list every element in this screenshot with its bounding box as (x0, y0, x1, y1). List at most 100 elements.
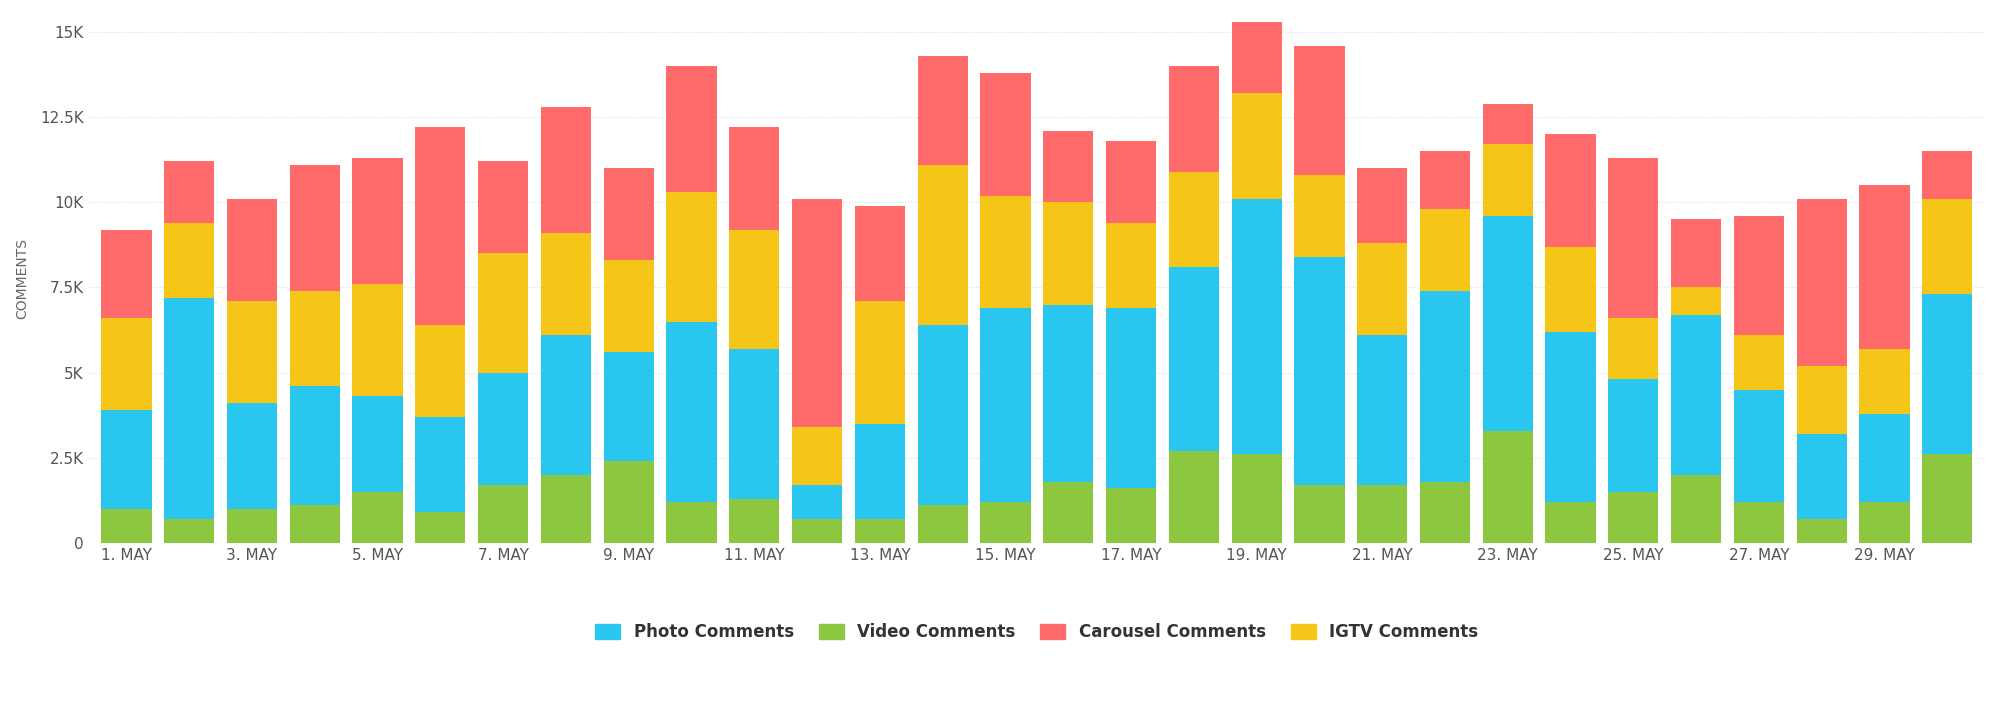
Legend: Photo Comments, Video Comments, Carousel Comments, IGTV Comments: Photo Comments, Video Comments, Carousel… (588, 615, 1486, 649)
Bar (1232, 454, 1282, 543)
Bar (1044, 130, 1094, 202)
Bar (980, 73, 1030, 196)
Bar (730, 230, 780, 349)
Y-axis label: COMMENTS: COMMENTS (14, 238, 28, 320)
Bar (164, 298, 214, 519)
Bar (1734, 502, 1784, 543)
Bar (1672, 475, 1722, 543)
Bar (1482, 430, 1532, 543)
Bar (792, 427, 842, 485)
Bar (102, 410, 152, 509)
Bar (1420, 291, 1470, 481)
Bar (540, 335, 592, 475)
Bar (164, 223, 214, 298)
Bar (1672, 287, 1722, 315)
Bar (1922, 294, 1972, 454)
Bar (1734, 216, 1784, 335)
Bar (226, 509, 278, 543)
Bar (352, 492, 402, 543)
Bar (1358, 168, 1408, 243)
Bar (1860, 185, 1910, 349)
Bar (918, 165, 968, 325)
Bar (1044, 481, 1094, 543)
Bar (478, 162, 528, 253)
Bar (1420, 209, 1470, 291)
Bar (1482, 145, 1532, 216)
Bar (1546, 332, 1596, 502)
Bar (1734, 390, 1784, 502)
Bar (1294, 45, 1344, 175)
Bar (226, 199, 278, 301)
Bar (918, 56, 968, 165)
Bar (730, 349, 780, 498)
Bar (290, 165, 340, 291)
Bar (1608, 492, 1658, 543)
Bar (1860, 502, 1910, 543)
Bar (416, 128, 466, 325)
Bar (1734, 335, 1784, 390)
Bar (1546, 247, 1596, 332)
Bar (540, 475, 592, 543)
Bar (1860, 413, 1910, 502)
Bar (604, 352, 654, 461)
Bar (1608, 158, 1658, 318)
Bar (1922, 199, 1972, 294)
Bar (226, 403, 278, 509)
Bar (416, 417, 466, 513)
Bar (290, 291, 340, 386)
Bar (540, 107, 592, 233)
Bar (1922, 151, 1972, 199)
Bar (1796, 519, 1846, 543)
Bar (1232, 199, 1282, 454)
Bar (854, 301, 906, 424)
Bar (666, 502, 716, 543)
Bar (164, 162, 214, 223)
Bar (1796, 199, 1846, 366)
Bar (1232, 22, 1282, 94)
Bar (1420, 481, 1470, 543)
Bar (478, 373, 528, 485)
Bar (792, 199, 842, 427)
Bar (226, 301, 278, 403)
Bar (792, 519, 842, 543)
Bar (1106, 308, 1156, 489)
Bar (1168, 172, 1218, 267)
Bar (478, 253, 528, 373)
Bar (102, 318, 152, 410)
Bar (1358, 243, 1408, 335)
Bar (1294, 257, 1344, 485)
Bar (102, 509, 152, 543)
Bar (792, 485, 842, 519)
Bar (1922, 454, 1972, 543)
Bar (604, 461, 654, 543)
Bar (1546, 502, 1596, 543)
Bar (416, 513, 466, 543)
Bar (1358, 485, 1408, 543)
Bar (352, 158, 402, 284)
Bar (1106, 141, 1156, 223)
Bar (1168, 451, 1218, 543)
Bar (854, 206, 906, 301)
Bar (164, 519, 214, 543)
Bar (478, 485, 528, 543)
Bar (918, 506, 968, 543)
Bar (730, 128, 780, 230)
Bar (1608, 318, 1658, 379)
Bar (1482, 104, 1532, 145)
Bar (290, 386, 340, 506)
Bar (666, 322, 716, 502)
Bar (1294, 485, 1344, 543)
Bar (1044, 202, 1094, 305)
Bar (604, 168, 654, 260)
Bar (1044, 305, 1094, 481)
Bar (1860, 349, 1910, 413)
Bar (1672, 219, 1722, 287)
Bar (416, 325, 466, 417)
Bar (666, 66, 716, 192)
Bar (1546, 134, 1596, 247)
Bar (1796, 434, 1846, 519)
Bar (980, 308, 1030, 502)
Bar (1294, 175, 1344, 257)
Bar (666, 192, 716, 322)
Bar (730, 498, 780, 543)
